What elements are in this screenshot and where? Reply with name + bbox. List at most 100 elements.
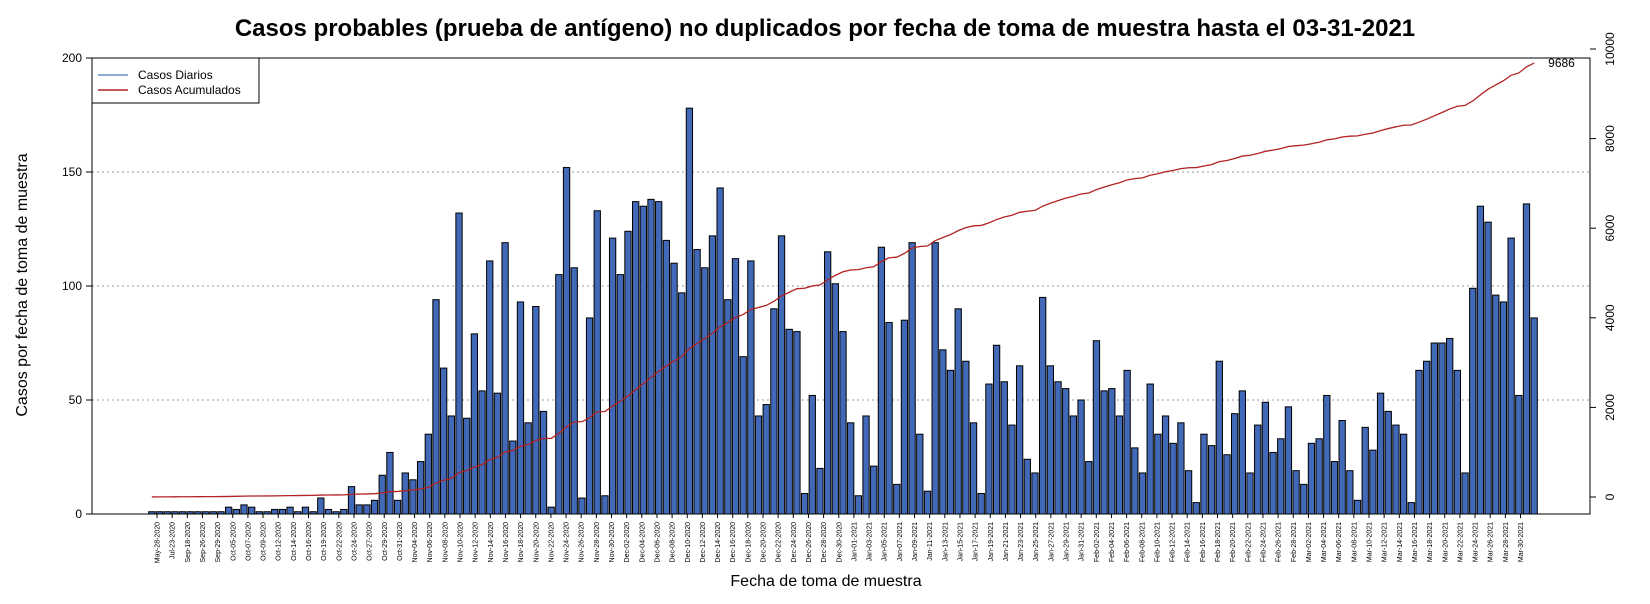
x-tick-label: Nov-30-2020 xyxy=(609,522,616,563)
x-tick-label: Dec-14-2020 xyxy=(715,522,722,563)
bar xyxy=(1100,390,1108,515)
x-tick-label: Mar-08-2021 xyxy=(1351,522,1358,562)
x-tick-label: Nov-08-2020 xyxy=(442,522,449,563)
bar xyxy=(1284,406,1293,515)
bar xyxy=(616,274,624,515)
x-tick-label: Oct-31-2020 xyxy=(397,522,404,561)
bar xyxy=(363,504,371,515)
bar xyxy=(232,508,240,515)
y2-tick-label: 4000 xyxy=(1603,304,1617,331)
cumulative-end-label: 9686 xyxy=(1548,56,1575,70)
x-tick-label: Dec-26-2020 xyxy=(806,522,813,563)
x-tick-label: Oct-29-2020 xyxy=(382,522,389,561)
bar xyxy=(1315,438,1323,515)
bar xyxy=(655,201,663,515)
x-tick-label: Dec-18-2020 xyxy=(745,522,752,563)
bar xyxy=(708,235,717,515)
x-tick-label: Nov-18-2020 xyxy=(518,522,525,563)
bar xyxy=(1131,447,1139,515)
x-tick-label: Mar-14-2021 xyxy=(1397,522,1404,562)
bar xyxy=(470,333,479,515)
legend: Casos Diarios Casos Acumulados xyxy=(91,57,260,104)
bar xyxy=(1376,392,1385,515)
bar xyxy=(670,262,678,515)
bar xyxy=(1323,394,1331,515)
bar xyxy=(754,415,763,515)
x-tick-label: Nov-22-2020 xyxy=(548,522,555,563)
bar xyxy=(1384,410,1392,515)
x-tick-label: Nov-24-2020 xyxy=(564,522,571,563)
x-tick-label: Nov-14-2020 xyxy=(488,522,495,563)
y-tick-label: 100 xyxy=(62,279,82,293)
x-tick-label: Feb-16-2021 xyxy=(1200,522,1207,562)
bar xyxy=(1046,365,1054,515)
bar xyxy=(1438,342,1446,515)
bar xyxy=(562,166,571,515)
x-tick-label: Jul-23-2020 xyxy=(170,522,177,559)
bar xyxy=(862,415,870,515)
bar xyxy=(1499,301,1508,515)
bar xyxy=(1161,415,1170,515)
bar xyxy=(939,349,947,515)
bar xyxy=(685,107,694,515)
bar xyxy=(1062,388,1070,515)
y-tick-label: 200 xyxy=(62,51,82,65)
bar xyxy=(608,237,617,515)
bar xyxy=(493,392,502,515)
bar xyxy=(1177,422,1185,515)
x-tick-label: Feb-06-2021 xyxy=(1124,522,1131,562)
bar xyxy=(224,506,233,515)
bar xyxy=(1446,337,1454,515)
bar xyxy=(501,242,509,515)
bar xyxy=(547,506,555,515)
bar xyxy=(240,504,248,515)
bar xyxy=(509,440,517,515)
bar xyxy=(785,328,793,515)
x-tick-label: Feb-08-2021 xyxy=(1139,522,1146,562)
bar xyxy=(877,246,886,515)
bar xyxy=(1192,502,1200,515)
bar xyxy=(908,242,916,515)
bar xyxy=(401,472,409,515)
bar xyxy=(839,331,847,515)
bar xyxy=(355,504,363,515)
bar xyxy=(1231,413,1239,515)
bar xyxy=(1407,502,1415,515)
x-tick-label: Dec-02-2020 xyxy=(624,522,631,563)
bars xyxy=(148,107,1538,515)
bar xyxy=(1307,442,1316,515)
x-tick-label: Feb-18-2021 xyxy=(1215,522,1222,562)
bar xyxy=(486,260,494,515)
x-tick-label: Jan-21-2021 xyxy=(1003,522,1010,561)
bar xyxy=(1530,317,1538,515)
bar xyxy=(816,467,824,515)
x-tick-label: Mar-02-2021 xyxy=(1306,522,1313,562)
bar xyxy=(301,506,310,515)
x-tick-label: Nov-16-2020 xyxy=(503,522,510,563)
bar xyxy=(1108,388,1116,515)
bar xyxy=(923,490,932,515)
bar xyxy=(278,508,287,515)
y2-tick-label: 8000 xyxy=(1603,125,1617,152)
bar xyxy=(1353,499,1362,515)
bar xyxy=(578,497,586,515)
bar xyxy=(739,356,747,515)
bar xyxy=(1223,454,1231,515)
bar xyxy=(424,433,432,515)
bar xyxy=(1461,472,1469,515)
bar xyxy=(900,319,909,515)
bar xyxy=(1207,445,1216,515)
bar xyxy=(378,474,386,515)
legend-label-daily: Casos Diarios xyxy=(138,68,213,82)
x-tick-label: Dec-20-2020 xyxy=(761,522,768,563)
bar xyxy=(1469,287,1477,515)
x-tick-label: Dec-24-2020 xyxy=(791,522,798,563)
bar xyxy=(463,417,471,515)
bar xyxy=(1008,424,1016,515)
bar xyxy=(1015,365,1024,515)
bar xyxy=(992,344,1001,515)
bar xyxy=(1146,383,1154,515)
bar xyxy=(977,492,985,515)
bar xyxy=(808,394,816,515)
